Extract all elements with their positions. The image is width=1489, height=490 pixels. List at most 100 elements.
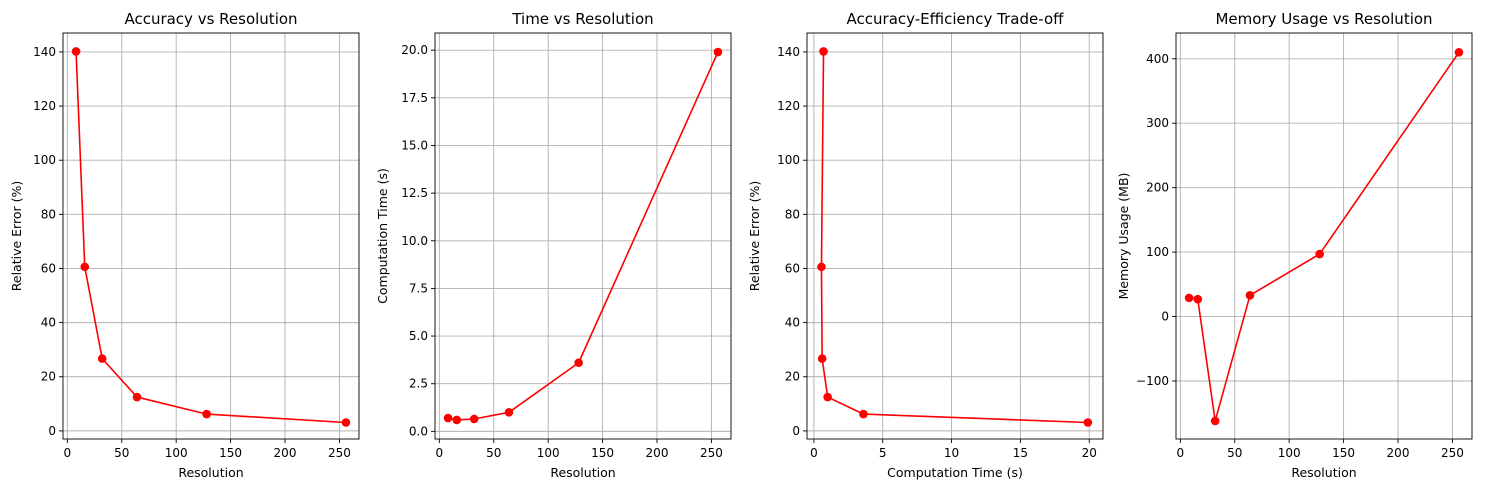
x-tick-label: 50 (114, 446, 129, 460)
y-tick-label: 2.5 (409, 377, 428, 391)
y-tick-label: 20.0 (401, 43, 428, 57)
x-tick-label: 5 (879, 446, 887, 460)
y-tick-label: 20 (785, 370, 800, 384)
x-tick-label: 0 (1177, 446, 1185, 460)
y-tick-label: 100 (777, 153, 800, 167)
data-point (80, 262, 90, 272)
axes-frame (806, 32, 1104, 440)
subplot-2: 0 50 100 150 200 250 0.0 2.5 5.0 7.5 10.0 12.5 15.0 1… (375, 10, 732, 480)
y-axis-label: Memory Usage (MB) (1116, 173, 1131, 300)
y-tick-label: 0 (48, 424, 56, 438)
y-tick-label: 100 (33, 153, 56, 167)
data-point (819, 47, 828, 56)
subplot-4: 0 50 100 150 200 250 −100 0 100 200 300 400 Memory U… (1116, 10, 1473, 480)
x-tick-label: 0 (64, 446, 72, 460)
y-tick-label: 0.0 (409, 424, 428, 438)
chart-title: Time vs Resolution (511, 10, 653, 28)
x-tick-label: 50 (486, 446, 501, 460)
x-tick-label: 200 (1387, 446, 1410, 460)
y-tick-label: 200 (1146, 181, 1169, 195)
y-tick-label: 40 (785, 316, 800, 330)
data-point (1454, 48, 1464, 57)
y-tick-label: −100 (1136, 374, 1169, 388)
x-axis-label: Resolution (550, 465, 615, 480)
x-tick-label: 200 (646, 446, 669, 460)
x-tick-label: 50 (1227, 446, 1242, 460)
data-point (71, 47, 81, 56)
axes-frame (434, 32, 732, 440)
y-tick-label: 15.0 (401, 138, 428, 152)
x-axis-label: Computation Time (s) (887, 465, 1023, 480)
data-point (1193, 294, 1203, 304)
y-tick-label: 17.5 (401, 91, 428, 105)
x-tick-label: 150 (1332, 446, 1355, 460)
y-axis-label: Relative Error (%) (747, 181, 762, 291)
x-tick-label: 250 (700, 446, 723, 460)
x-tick-label: 250 (328, 446, 351, 460)
x-tick-label: 15 (1013, 446, 1028, 460)
y-tick-label: 80 (41, 207, 56, 221)
y-tick-label: 140 (33, 45, 56, 59)
y-tick-label: 60 (785, 261, 800, 275)
y-axis-label: Computation Time (s) (375, 168, 390, 304)
x-axis-label: Resolution (178, 465, 243, 480)
x-tick-label: 150 (219, 446, 242, 460)
y-tick-label: 60 (41, 261, 56, 275)
x-tick-label: 0 (810, 446, 818, 460)
data-point (202, 409, 211, 419)
y-tick-label: 0 (1161, 310, 1169, 324)
subplot-1: 0 50 100 150 200 250 0 20 40 60 80 100 120 140 Accurac… (9, 10, 360, 480)
chart-title: Memory Usage vs Resolution (1215, 10, 1432, 28)
y-tick-label: 12.5 (401, 186, 428, 200)
x-tick-label: 100 (165, 446, 188, 460)
subplot-3: 0 5 10 15 20 0 20 40 60 80 100 120 140 Accuracy-Effic… (747, 10, 1104, 480)
y-tick-label: 7.5 (409, 281, 428, 295)
data-point (97, 354, 107, 363)
data-point (713, 47, 723, 57)
series-line (820, 51, 1088, 424)
y-tick-label: 300 (1146, 116, 1169, 130)
x-tick-label: 150 (591, 446, 614, 460)
data-point (504, 408, 514, 417)
y-tick-label: 10.0 (401, 234, 428, 248)
chart-title: Accuracy-Efficiency Trade-off (847, 10, 1065, 28)
y-tick-label: 140 (777, 45, 800, 59)
data-point (443, 413, 453, 423)
y-tick-label: 0 (792, 424, 800, 438)
data-point (1245, 290, 1255, 300)
data-point (1184, 293, 1194, 303)
data-point (574, 358, 583, 368)
x-tick-label: 20 (1082, 446, 1097, 460)
x-axis-label: Resolution (1291, 465, 1356, 480)
y-tick-label: 120 (33, 99, 56, 113)
data-point (817, 354, 827, 363)
data-point (817, 262, 826, 272)
y-tick-label: 400 (1146, 52, 1169, 66)
series-line (447, 51, 719, 421)
data-point (469, 414, 479, 424)
axes-frame (62, 32, 360, 440)
series-line (75, 51, 346, 424)
data-point (1210, 416, 1220, 426)
y-tick-label: 5.0 (409, 329, 428, 343)
x-tick-label: 200 (274, 446, 297, 460)
data-point (452, 415, 462, 425)
data-point (823, 392, 832, 402)
y-tick-label: 20 (41, 370, 56, 384)
x-tick-label: 250 (1441, 446, 1464, 460)
axes-frame (1175, 32, 1473, 440)
series-line (1188, 51, 1460, 422)
data-point (859, 409, 868, 419)
x-tick-label: 100 (1278, 446, 1301, 460)
x-tick-label: 0 (436, 446, 444, 460)
y-tick-label: 100 (1146, 245, 1169, 259)
y-tick-label: 120 (777, 99, 800, 113)
y-axis-label: Relative Error (%) (9, 181, 24, 291)
x-tick-label: 100 (537, 446, 560, 460)
chart-title: Accuracy vs Resolution (124, 10, 297, 28)
data-point (132, 392, 142, 402)
data-point (1083, 418, 1093, 427)
y-tick-label: 80 (785, 207, 800, 221)
x-tick-label: 10 (944, 446, 959, 460)
